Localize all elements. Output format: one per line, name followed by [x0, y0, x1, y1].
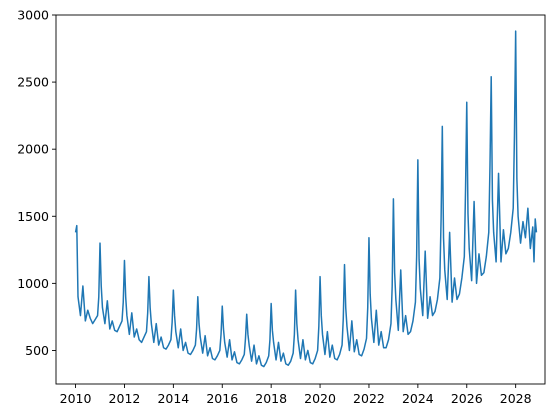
x-tick-label: 2020: [304, 391, 336, 406]
x-tick-label: 2016: [206, 391, 238, 406]
x-tick-label: 2026: [451, 391, 483, 406]
y-tick-label: 2500: [17, 75, 49, 90]
plot-area: [74, 30, 538, 368]
x-axis-ticks: 2010 2012 2014 2016 2018 2020 2022 2024 2026 2028: [60, 384, 532, 406]
x-tick-label: 2014: [157, 391, 189, 406]
y-tick-label: 3000: [17, 8, 49, 23]
x-tick-label: 2010: [60, 391, 92, 406]
y-tick-label: 1500: [17, 209, 49, 224]
y-tick-label: 2000: [17, 142, 49, 157]
x-tick-label: 2028: [500, 391, 532, 406]
y-axis-ticks: 500 1000 1500 2000 2500 3000: [17, 8, 56, 358]
x-tick-label: 2018: [255, 391, 287, 406]
y-tick-label: 500: [25, 343, 49, 358]
x-tick-label: 2024: [402, 391, 434, 406]
x-tick-label: 2022: [353, 391, 385, 406]
series-line: [74, 30, 538, 368]
axes-frame: [55, 14, 546, 385]
x-tick-label: 2012: [109, 391, 141, 406]
y-tick-label: 1000: [17, 276, 49, 291]
